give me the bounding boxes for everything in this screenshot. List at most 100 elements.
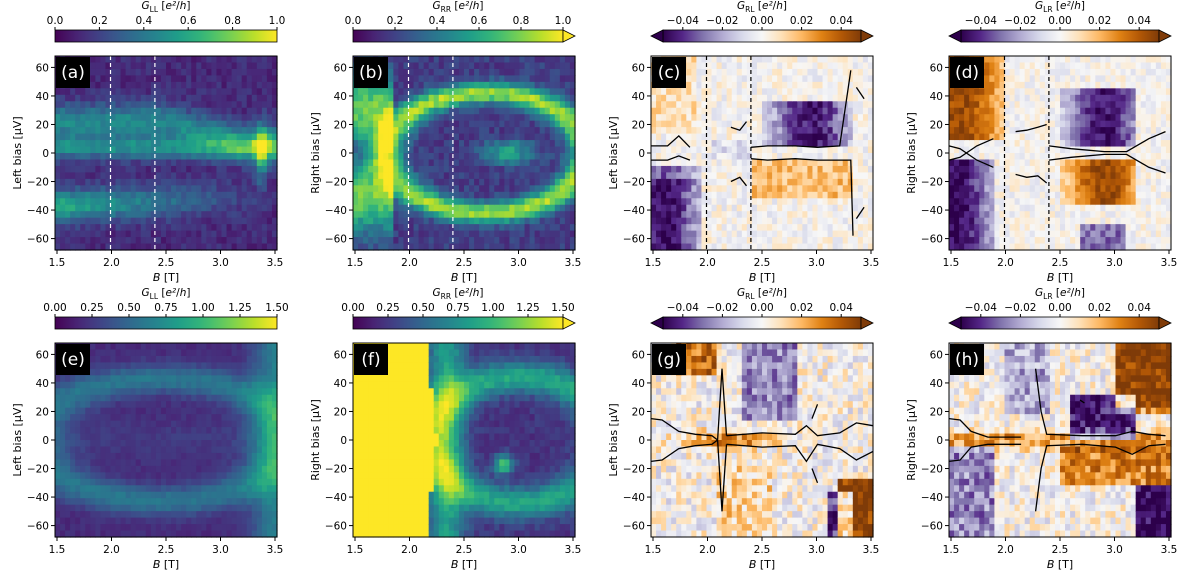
heatmap-cell — [1040, 231, 1046, 238]
heatmap-cell — [171, 121, 177, 128]
heatmap-cell — [201, 114, 207, 121]
heatmap-cell — [853, 192, 859, 199]
heatmap-cell — [111, 198, 117, 205]
heatmap-cell — [681, 147, 687, 154]
heatmap-cell — [651, 172, 657, 179]
heatmap-cell — [439, 205, 445, 212]
heatmap-cell — [252, 147, 258, 154]
heatmap-cell — [211, 231, 217, 238]
heatmap-cell — [767, 88, 773, 95]
heatmap-cell — [727, 172, 733, 179]
heatmap-cell — [95, 95, 101, 102]
heatmap-cell — [727, 62, 733, 69]
heatmap-cell — [1055, 82, 1061, 89]
heatmap-cell — [969, 108, 975, 115]
heatmap-cell — [111, 237, 117, 244]
heatmap-cell — [545, 114, 551, 121]
heatmap-cell — [1075, 231, 1081, 238]
heatmap-cell — [116, 127, 122, 134]
heatmap-cell — [707, 114, 713, 121]
heatmap-cell — [802, 95, 808, 102]
heatmap-cell — [550, 134, 556, 141]
heatmap-cell — [222, 185, 228, 192]
heatmap-cell — [509, 69, 515, 76]
heatmap-cell — [560, 205, 566, 212]
heatmap-cell — [262, 198, 268, 205]
heatmap-cell — [151, 62, 157, 69]
heatmap-cell — [444, 153, 450, 160]
heatmap-cell — [747, 179, 753, 186]
heatmap-cell — [464, 121, 470, 128]
heatmap-cell — [80, 224, 86, 231]
heatmap-cell — [762, 127, 768, 134]
heatmap-cell — [954, 205, 960, 212]
heatmap-cell — [807, 159, 813, 166]
heatmap-cell — [984, 101, 990, 108]
heatmap-cell — [540, 101, 546, 108]
heatmap-cell — [707, 127, 713, 134]
heatmap-cell — [141, 172, 147, 179]
heatmap-cell — [717, 82, 723, 89]
heatmap-cell — [80, 166, 86, 173]
heatmap-cell — [797, 192, 803, 199]
heatmap-cell — [146, 134, 152, 141]
heatmap-cell — [216, 166, 222, 173]
heatmap-cell — [368, 134, 374, 141]
heatmap-cell — [560, 108, 566, 115]
heatmap-cell — [514, 192, 520, 199]
heatmap-cell — [853, 147, 859, 154]
heatmap-cell — [459, 205, 465, 212]
colorbar-tick-label: 0.6 — [471, 15, 488, 27]
heatmap-cell — [1015, 88, 1021, 95]
heatmap-cell — [439, 159, 445, 166]
heatmap-cell — [732, 75, 738, 82]
heatmap-cell — [762, 134, 768, 141]
heatmap-cell — [65, 179, 71, 186]
heatmap-cell — [535, 101, 541, 108]
heatmap-cell — [489, 166, 495, 173]
heatmap-cell — [1045, 218, 1051, 225]
heatmap-cell — [560, 159, 566, 166]
heatmap-cell — [535, 127, 541, 134]
heatmap-cell — [762, 172, 768, 179]
heatmap-cell — [818, 185, 824, 192]
heatmap-cell — [1075, 56, 1081, 63]
heatmap-cell — [797, 185, 803, 192]
heatmap-cell — [489, 205, 495, 212]
heatmap-cell — [1015, 101, 1021, 108]
heatmap-cell — [171, 218, 177, 225]
heatmap-cell — [65, 114, 71, 121]
heatmap-cell — [1090, 121, 1096, 128]
heatmap-cell — [227, 75, 233, 82]
heatmap-cell — [171, 231, 177, 238]
heatmap-cell — [126, 172, 132, 179]
heatmap-cell — [989, 147, 995, 154]
heatmap-cell — [1065, 140, 1071, 147]
heatmap-cell — [242, 231, 248, 238]
heatmap-cell — [1020, 192, 1026, 199]
heatmap-cell — [111, 127, 117, 134]
heatmap-cell — [444, 108, 450, 115]
heatmap-cell — [459, 75, 465, 82]
heatmap-cell — [378, 224, 384, 231]
heatmap-cell — [1050, 237, 1056, 244]
heatmap-cell — [444, 56, 450, 63]
heatmap-cell — [116, 166, 122, 173]
heatmap-cell — [464, 192, 470, 199]
heatmap-cell — [459, 108, 465, 115]
heatmap-cell — [267, 101, 273, 108]
heatmap-cell — [504, 62, 510, 69]
heatmap-cell — [838, 82, 844, 89]
heatmap-cell — [499, 153, 505, 160]
heatmap-cell — [1020, 69, 1026, 76]
heatmap-cell — [136, 185, 142, 192]
heatmap-cell — [146, 114, 152, 121]
heatmap-cell — [1085, 75, 1091, 82]
heatmap-cell — [1005, 231, 1011, 238]
heatmap-cell — [747, 62, 753, 69]
heatmap-cell — [504, 205, 510, 212]
heatmap-cell — [449, 179, 455, 186]
heatmap-cell — [388, 166, 394, 173]
heatmap-cell — [201, 237, 207, 244]
heatmap-cell — [55, 108, 61, 115]
